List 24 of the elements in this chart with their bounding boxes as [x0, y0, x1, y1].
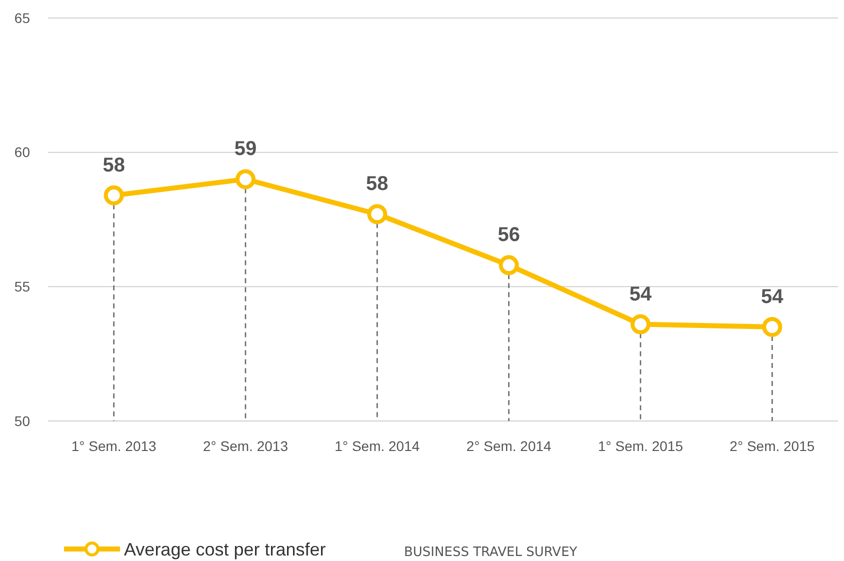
- x-tick-label: 2° Sem. 2013: [203, 438, 288, 454]
- text: BUSINESS TRAVEL SURVEY: [404, 545, 578, 560]
- legend-label: Average cost per transfer: [124, 539, 326, 560]
- point: [367, 204, 388, 224]
- y-tick-label: 50: [14, 412, 30, 429]
- point: [630, 314, 650, 334]
- x-tick-label: 1° Sem. 2013: [71, 438, 157, 454]
- data-label: 54: [761, 286, 784, 308]
- point: [498, 255, 519, 276]
- x-tick-label: 1° Sem. 2014: [334, 438, 420, 454]
- y-tick-label: 55: [14, 278, 30, 295]
- data-label: 59: [234, 138, 257, 160]
- data-label: 54: [629, 283, 652, 306]
- data-label: 56: [498, 224, 520, 246]
- data-label: 58: [102, 154, 125, 176]
- point: [762, 316, 782, 337]
- x-tick-label: 1° Sem. 2015: [598, 438, 684, 454]
- y-tick-label: 65: [14, 10, 30, 26]
- x-tick-label: 2° Sem. 2015: [730, 438, 815, 454]
- y-tick-label: 60: [14, 144, 30, 160]
- point: [104, 185, 124, 206]
- point: [236, 169, 256, 190]
- x-tick-label: 2° Sem. 2014: [466, 438, 552, 454]
- data-label: 58: [366, 173, 388, 196]
